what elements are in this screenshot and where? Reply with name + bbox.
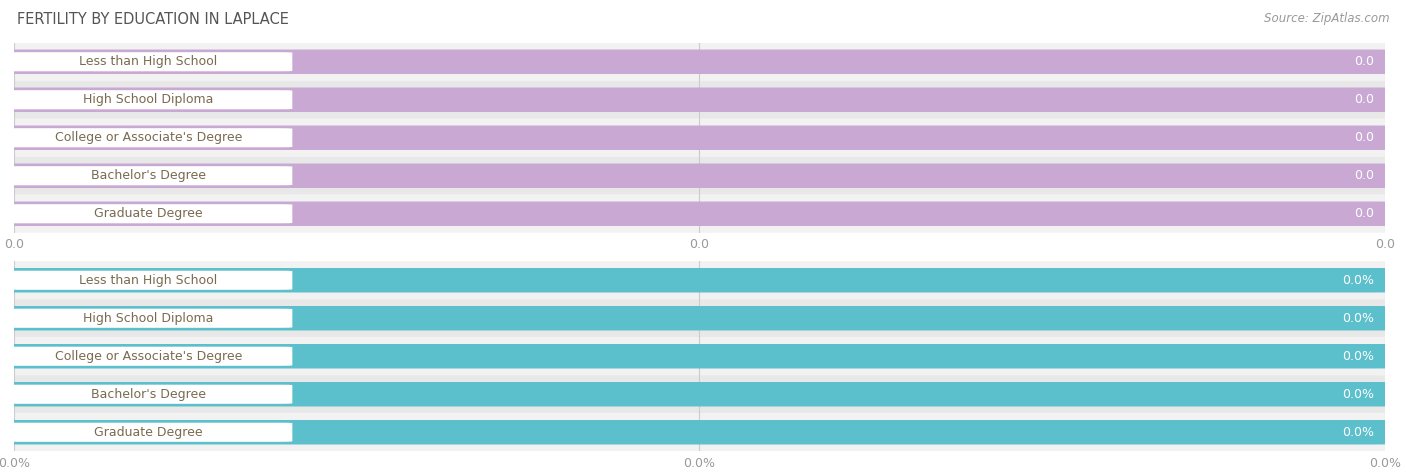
FancyBboxPatch shape <box>14 413 1385 451</box>
FancyBboxPatch shape <box>4 166 292 185</box>
Text: 0.0%: 0.0% <box>1341 388 1374 401</box>
FancyBboxPatch shape <box>0 268 1396 293</box>
FancyBboxPatch shape <box>0 382 1396 407</box>
FancyBboxPatch shape <box>0 87 1396 112</box>
FancyBboxPatch shape <box>14 195 1385 233</box>
Text: Bachelor's Degree: Bachelor's Degree <box>91 169 205 182</box>
Text: Source: ZipAtlas.com: Source: ZipAtlas.com <box>1264 12 1389 25</box>
Text: Less than High School: Less than High School <box>79 55 218 68</box>
FancyBboxPatch shape <box>14 81 1385 119</box>
FancyBboxPatch shape <box>4 128 292 147</box>
FancyBboxPatch shape <box>14 43 1385 81</box>
Text: 0.0: 0.0 <box>1354 207 1374 220</box>
FancyBboxPatch shape <box>14 119 1385 157</box>
FancyBboxPatch shape <box>0 420 1396 445</box>
FancyBboxPatch shape <box>4 347 292 366</box>
FancyBboxPatch shape <box>4 52 292 71</box>
Text: College or Associate's Degree: College or Associate's Degree <box>55 350 242 363</box>
FancyBboxPatch shape <box>14 299 1385 337</box>
FancyBboxPatch shape <box>14 157 1385 195</box>
FancyBboxPatch shape <box>4 309 292 328</box>
Text: High School Diploma: High School Diploma <box>83 312 214 325</box>
FancyBboxPatch shape <box>0 163 1396 188</box>
FancyBboxPatch shape <box>0 344 1396 369</box>
Text: 0.0: 0.0 <box>1354 131 1374 144</box>
Text: 0.0%: 0.0% <box>1341 426 1374 439</box>
Text: High School Diploma: High School Diploma <box>83 93 214 106</box>
FancyBboxPatch shape <box>4 385 292 404</box>
Text: 0.0%: 0.0% <box>1341 274 1374 287</box>
Text: 0.0%: 0.0% <box>1341 350 1374 363</box>
FancyBboxPatch shape <box>0 125 1396 150</box>
FancyBboxPatch shape <box>4 204 292 223</box>
FancyBboxPatch shape <box>4 90 292 109</box>
FancyBboxPatch shape <box>14 261 1385 299</box>
Text: College or Associate's Degree: College or Associate's Degree <box>55 131 242 144</box>
FancyBboxPatch shape <box>0 201 1396 226</box>
Text: 0.0: 0.0 <box>1354 55 1374 68</box>
FancyBboxPatch shape <box>4 271 292 290</box>
FancyBboxPatch shape <box>14 375 1385 413</box>
FancyBboxPatch shape <box>4 423 292 442</box>
Text: Bachelor's Degree: Bachelor's Degree <box>91 388 205 401</box>
Text: FERTILITY BY EDUCATION IN LAPLACE: FERTILITY BY EDUCATION IN LAPLACE <box>17 12 288 27</box>
Text: Graduate Degree: Graduate Degree <box>94 207 202 220</box>
Text: 0.0: 0.0 <box>1354 169 1374 182</box>
Text: 0.0%: 0.0% <box>1341 312 1374 325</box>
FancyBboxPatch shape <box>0 49 1396 74</box>
Text: Less than High School: Less than High School <box>79 274 218 287</box>
FancyBboxPatch shape <box>0 306 1396 331</box>
Text: 0.0: 0.0 <box>1354 93 1374 106</box>
Text: Graduate Degree: Graduate Degree <box>94 426 202 439</box>
FancyBboxPatch shape <box>14 337 1385 375</box>
